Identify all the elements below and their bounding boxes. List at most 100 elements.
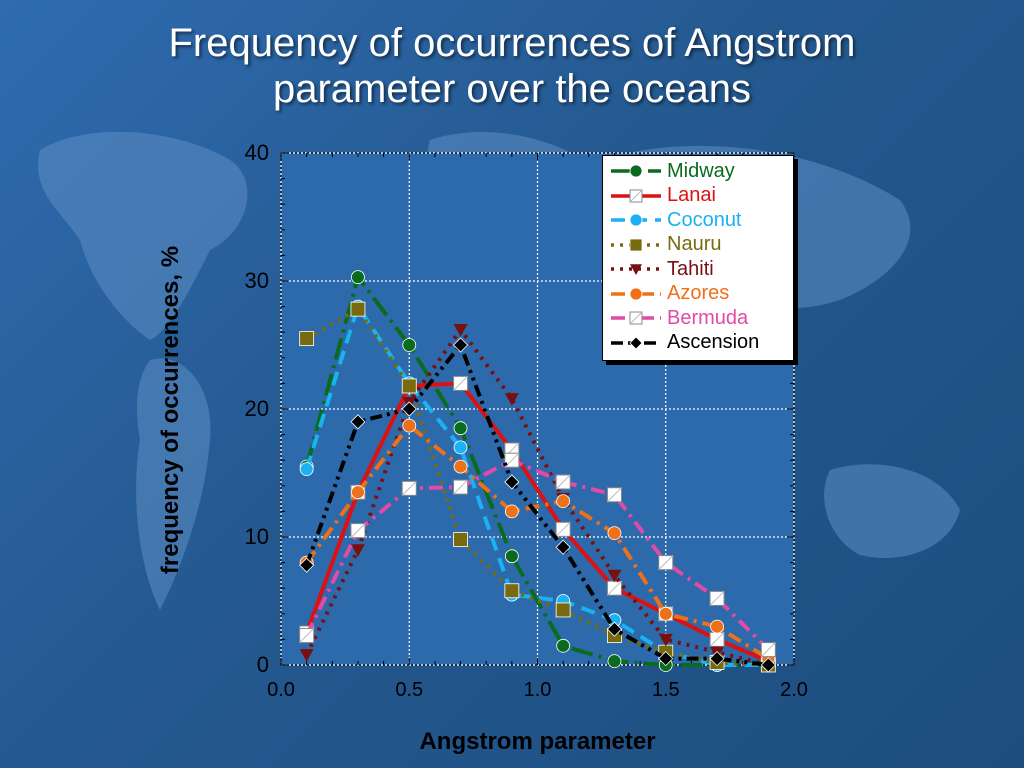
legend-swatch [611, 311, 661, 325]
data-point [350, 301, 366, 317]
legend-label: Ascension [667, 331, 760, 354]
legend-label: Midway [667, 159, 735, 182]
data-point [453, 440, 468, 455]
data-point [555, 602, 571, 618]
legend-swatch [611, 287, 661, 301]
data-point [555, 539, 571, 555]
data-point [453, 324, 468, 337]
data-point [453, 479, 469, 495]
data-point [658, 555, 674, 571]
data-point [658, 633, 673, 647]
legend-label: Nauru [667, 233, 722, 256]
data-point [402, 418, 417, 433]
data-point [555, 521, 571, 537]
data-point [351, 270, 365, 285]
x-tick-label: 0.5 [395, 679, 423, 701]
x-axis-label: Angstrom parameter [419, 728, 656, 755]
legend-swatch [611, 213, 661, 227]
legend-item: Tahiti [609, 257, 793, 282]
data-point [629, 189, 643, 203]
legend-swatch [611, 264, 661, 276]
data-point [452, 337, 469, 353]
data-point [556, 494, 571, 509]
legend-item: Ascension [609, 331, 793, 356]
legend-item: Azores [609, 282, 793, 307]
title-line-2: parameter over the oceans [272, 67, 752, 111]
legend-label: Tahiti [667, 257, 714, 280]
legend-swatch [611, 164, 661, 178]
data-point [299, 462, 314, 477]
data-point [401, 378, 417, 394]
data-point [606, 487, 622, 503]
chart-legend: Midway Lanai Coconut Nauru Tahiti Azores Bermu… [602, 155, 794, 361]
x-tick-label: 1.0 [524, 679, 552, 701]
data-point [629, 238, 643, 252]
series-line [304, 327, 769, 667]
data-point [629, 311, 643, 325]
series-line [304, 381, 770, 664]
series-bermuda [299, 452, 776, 658]
series-line [304, 275, 769, 667]
data-point [629, 164, 643, 178]
data-point [709, 631, 725, 647]
series-line [304, 343, 769, 667]
data-point [350, 414, 366, 430]
data-point [504, 504, 519, 519]
legend-item: Coconut [609, 208, 793, 233]
data-point [299, 649, 314, 662]
series-line [305, 423, 770, 661]
data-point [555, 474, 571, 490]
legend-item: Lanai [609, 184, 793, 209]
y-tick-label: 10 [245, 524, 269, 549]
series-line [304, 458, 770, 652]
series-ascension [299, 337, 776, 673]
data-point [629, 287, 643, 301]
x-tick-label: 1.5 [652, 679, 680, 701]
legend-swatch [611, 336, 661, 350]
data-point [629, 213, 643, 227]
data-point [401, 401, 417, 417]
data-point [606, 621, 623, 637]
y-tick-label: 0 [257, 652, 269, 677]
slide-title: Frequency of occurrences of Angstrom par… [0, 20, 1024, 112]
data-point [401, 480, 417, 496]
data-point [629, 336, 643, 350]
x-tick-label: 2.0 [780, 679, 808, 701]
y-tick-label: 20 [245, 396, 269, 421]
data-point [350, 523, 366, 539]
y-axis-label: frequency of occurrences, % [157, 245, 184, 575]
data-point [504, 393, 519, 406]
data-point [760, 657, 776, 673]
data-point [453, 375, 469, 391]
legend-item: Bermuda [609, 306, 793, 331]
data-point [607, 526, 622, 541]
data-point [607, 569, 622, 583]
data-point [453, 532, 468, 547]
legend-label: Coconut [667, 208, 742, 231]
legend-item: Midway [609, 159, 793, 184]
data-point [453, 421, 468, 436]
x-tick-label: 0.0 [267, 679, 295, 701]
data-point [710, 619, 724, 634]
data-point [350, 544, 365, 557]
y-tick-label: 30 [245, 268, 269, 293]
legend-label: Bermuda [667, 306, 749, 329]
legend-item: Nauru [609, 233, 793, 258]
data-point [351, 485, 365, 500]
data-point [299, 628, 315, 644]
data-point [709, 651, 725, 667]
data-point [709, 590, 725, 606]
data-point [504, 549, 519, 564]
data-point [402, 338, 417, 352]
data-point [556, 638, 571, 653]
data-point [630, 264, 642, 276]
title-line-1: Frequency of occurrences of Angstrom [168, 21, 856, 65]
data-point [299, 331, 315, 347]
data-point [606, 580, 622, 596]
data-point [760, 642, 776, 658]
data-point [299, 557, 315, 573]
data-point [658, 651, 674, 667]
legend-label: Azores [667, 282, 730, 305]
data-point [658, 606, 673, 621]
